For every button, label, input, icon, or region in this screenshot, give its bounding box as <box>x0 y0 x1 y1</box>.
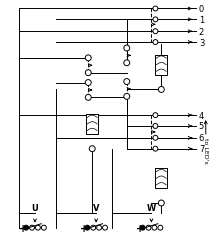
Text: +: + <box>19 223 27 233</box>
Circle shape <box>85 56 91 62</box>
Circle shape <box>153 124 158 129</box>
Circle shape <box>124 60 130 66</box>
Circle shape <box>140 225 145 230</box>
Circle shape <box>85 70 91 76</box>
Circle shape <box>153 18 158 23</box>
Text: 3: 3 <box>199 38 204 47</box>
Text: 6: 6 <box>199 134 204 143</box>
Circle shape <box>158 225 163 230</box>
Text: 1: 1 <box>199 16 204 25</box>
Circle shape <box>153 113 158 118</box>
Text: +: + <box>136 223 144 233</box>
Circle shape <box>24 225 29 230</box>
Circle shape <box>97 225 102 230</box>
Text: 0: 0 <box>199 5 204 14</box>
Text: U: U <box>32 203 38 212</box>
Circle shape <box>158 200 164 206</box>
Circle shape <box>36 225 40 230</box>
Circle shape <box>103 225 107 230</box>
Circle shape <box>85 80 91 86</box>
Circle shape <box>89 146 95 152</box>
Circle shape <box>85 95 91 101</box>
Circle shape <box>153 147 158 152</box>
Circle shape <box>153 30 158 35</box>
FancyBboxPatch shape <box>155 56 167 75</box>
FancyBboxPatch shape <box>155 169 167 188</box>
Circle shape <box>41 225 46 230</box>
Circle shape <box>152 225 157 230</box>
Circle shape <box>85 225 90 230</box>
Text: W: W <box>147 203 156 212</box>
FancyBboxPatch shape <box>86 115 98 134</box>
Text: 2: 2 <box>199 28 204 36</box>
Text: 7: 7 <box>199 144 204 154</box>
Circle shape <box>146 225 151 230</box>
Circle shape <box>124 94 130 100</box>
Text: +: + <box>80 223 88 233</box>
Circle shape <box>29 225 34 230</box>
Text: 4: 4 <box>199 111 204 120</box>
Circle shape <box>153 40 158 45</box>
Circle shape <box>124 79 130 85</box>
Text: to LED's: to LED's <box>203 137 208 163</box>
Circle shape <box>91 225 96 230</box>
Text: V: V <box>93 203 99 212</box>
Circle shape <box>158 87 164 93</box>
Text: 5: 5 <box>199 122 204 131</box>
Circle shape <box>153 136 158 141</box>
Circle shape <box>153 7 158 12</box>
Circle shape <box>124 46 130 52</box>
